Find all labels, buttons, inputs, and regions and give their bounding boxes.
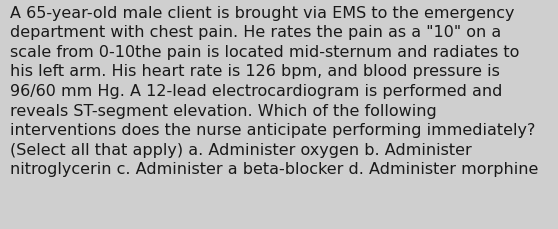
Text: A 65-year-old male client is brought via EMS to the emergency
department with ch: A 65-year-old male client is brought via… (10, 6, 538, 177)
